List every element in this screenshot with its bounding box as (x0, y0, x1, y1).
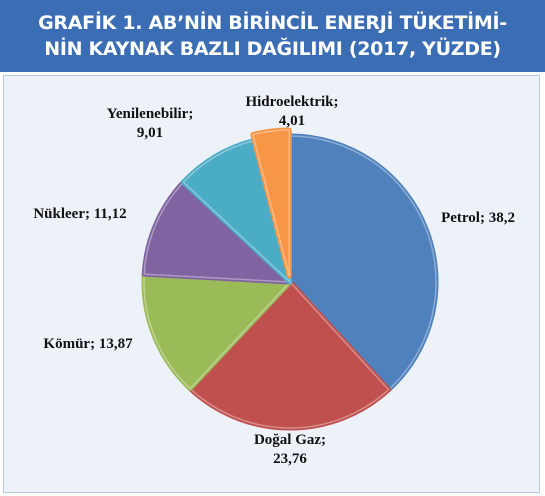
label-value: 23,76 (273, 451, 307, 467)
data-label: Nükleer; 11,12 (33, 206, 126, 222)
label-separator: ; (90, 336, 95, 352)
pie-slice (141, 179, 293, 285)
data-label: Hidroelektrik; 4,01 (245, 94, 338, 129)
data-label: Yenilenebilir; 9,01 (107, 106, 194, 141)
data-label: Kömür; 13,87 (43, 336, 133, 352)
label-value: 13,87 (99, 336, 133, 352)
slice-edge (289, 135, 437, 391)
label-separator: ; (321, 432, 326, 448)
slice-edge (251, 129, 290, 277)
label-value: 38,2 (489, 210, 515, 226)
label-separator: ; (85, 206, 90, 222)
label-value: 4,01 (279, 113, 305, 129)
pie-slice (141, 271, 293, 392)
label-name: Kömür (43, 336, 90, 352)
label-value: 11,12 (94, 206, 127, 222)
title-line: NİN KAYNAK BAZLI DAĞILIMI (2017, YÜZDE) (44, 38, 501, 60)
data-label: Doğal Gaz; 23,76 (254, 432, 326, 467)
label-value: 9,01 (137, 125, 163, 141)
title-line: GRAFİK 1. AB’NİN BİRİNCİL ENERJİ TÜKETİM… (38, 12, 507, 34)
label-name: Petrol (441, 210, 480, 226)
label-separator: ; (480, 210, 485, 226)
slice-edge (143, 181, 293, 283)
pie-slice (187, 279, 392, 431)
slice-edge (143, 273, 292, 390)
label-name: Hidroelektrik (245, 94, 334, 110)
title-banner: GRAFİK 1. AB’NİN BİRİNCİL ENERJİ TÜKETİM… (0, 0, 545, 72)
pie-slice (287, 133, 439, 393)
data-label: Petrol; 38,2 (441, 210, 515, 226)
slice-edge (189, 280, 390, 429)
label-name: Doğal Gaz (254, 432, 321, 448)
pie-slice (250, 127, 292, 279)
label-separator: ; (334, 94, 339, 110)
label-name: Nükleer (33, 206, 85, 222)
label-name: Yenilenebilir (107, 106, 189, 122)
label-separator: ; (188, 106, 193, 122)
